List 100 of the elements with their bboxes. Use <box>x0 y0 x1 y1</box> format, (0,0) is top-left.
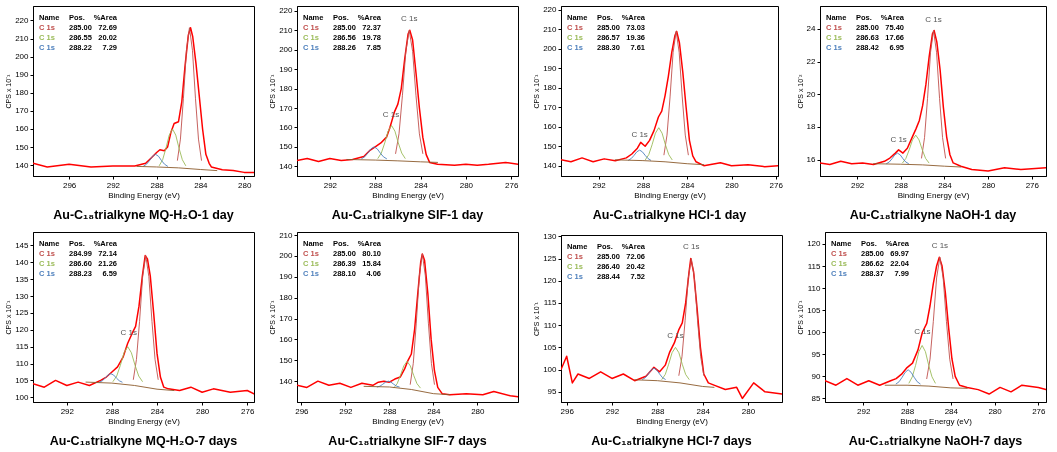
line-series <box>393 360 421 389</box>
line-series <box>409 253 435 385</box>
x-tick-label: 284 <box>696 406 711 416</box>
y-tick-label: 200 <box>15 52 30 62</box>
y-tick-label: 100 <box>15 392 30 402</box>
y-tick-label: 115 <box>543 298 558 308</box>
text: Au-C₁₈trialkyne NaOH-1 day <box>849 208 1017 222</box>
y-tick-label: 210 <box>279 230 294 240</box>
y-tick-label: 150 <box>543 141 558 151</box>
y-tick-label: 22 <box>806 57 817 67</box>
line-series <box>143 153 169 167</box>
y-tick-label: 160 <box>15 124 30 134</box>
y-tick-label: 145 <box>15 240 30 250</box>
y-tick-label: 190 <box>279 64 294 74</box>
annotation: C 1s <box>925 15 942 25</box>
y-tick-label: 115 <box>15 342 30 352</box>
x-tick-label: 280 <box>741 406 756 416</box>
line-series <box>642 367 666 380</box>
x-tick-label: 292 <box>106 180 121 190</box>
y-tick-label: 140 <box>279 376 294 386</box>
y-tick-label: 220 <box>543 5 558 15</box>
y-tick-label: 150 <box>279 355 294 365</box>
x-tick-label: 296 <box>295 406 310 416</box>
line-series <box>176 27 202 161</box>
annotation: C 1s <box>631 130 648 140</box>
text: Au-C₁₈trialkyne SIF-7 days <box>328 434 487 448</box>
line-series <box>297 253 518 398</box>
annotation: C 1s <box>683 242 700 252</box>
x-tick-label: 288 <box>894 180 909 190</box>
annotation: C 1s <box>400 14 418 24</box>
y-tick-label: 200 <box>279 251 294 261</box>
text: Au-C₁₈trialkyne MQ-H₂O-7 days <box>49 434 238 448</box>
line-series <box>112 346 143 382</box>
y-tick-label: 220 <box>15 15 30 25</box>
y-tick-label: 100 <box>807 327 822 337</box>
line-series <box>158 128 187 166</box>
y-tick-label: 180 <box>279 84 294 94</box>
y-tick-label: 110 <box>15 359 30 369</box>
y-tick-label: 150 <box>279 142 294 152</box>
y-tick-label: 180 <box>15 88 30 98</box>
y-tick-label: 90 <box>811 371 822 381</box>
x-tick-label: 288 <box>900 406 915 416</box>
annotation: C 1s <box>890 134 907 144</box>
text: Au-C₁₈trialkyne SIF-1 day <box>331 208 484 222</box>
x-axis-title: Binding Energy (eV) <box>372 416 445 426</box>
x-tick-label: 280 <box>195 406 210 416</box>
x-tick-label: 296 <box>62 180 77 190</box>
line-series <box>661 346 690 380</box>
line-series <box>361 146 387 160</box>
x-tick-label: 280 <box>988 406 1003 416</box>
y-tick-label: 135 <box>15 274 30 284</box>
y-tick-label: 130 <box>543 231 558 241</box>
x-tick-label: 280 <box>237 180 252 190</box>
y-tick-label: 170 <box>15 106 30 116</box>
y-tick-label: 125 <box>543 254 558 264</box>
x-tick-label: 288 <box>651 406 666 416</box>
y-tick-label: 150 <box>15 142 30 152</box>
y-tick-label: 210 <box>15 34 30 44</box>
y-tick-label: 85 <box>811 393 822 403</box>
x-tick-label: 292 <box>592 180 607 190</box>
x-axis-title: Binding Energy (eV) <box>372 190 445 200</box>
x-axis-title: Binding Energy (eV) <box>900 416 973 426</box>
y-tick-label: 190 <box>15 70 30 80</box>
line-series <box>921 30 947 159</box>
x-axis-title: Binding Energy (eV) <box>108 416 181 426</box>
line-series <box>908 345 936 384</box>
y-tick-label: 120 <box>807 239 822 249</box>
y-tick-label: 160 <box>279 334 294 344</box>
x-tick-label: 280 <box>981 180 996 190</box>
y-tick-label: 95 <box>811 349 822 359</box>
y-tick-label: 110 <box>543 320 558 330</box>
x-axis-title: Binding Energy (eV) <box>897 190 970 200</box>
y-tick-label: 170 <box>279 103 294 113</box>
x-axis-title: Binding Energy (eV) <box>636 416 709 426</box>
y-tick-label: 190 <box>279 272 294 282</box>
x-tick-label: 288 <box>105 406 120 416</box>
line-series <box>820 29 1046 172</box>
y-tick-label: 180 <box>543 83 558 93</box>
y-tick-label: 170 <box>279 314 294 324</box>
y-tick-label: 16 <box>806 155 817 165</box>
line-series <box>33 254 254 395</box>
x-axis-title: Binding Energy (eV) <box>634 190 707 200</box>
x-tick-label: 284 <box>194 180 209 190</box>
y-tick-label: 210 <box>543 24 558 34</box>
x-tick-label: 292 <box>323 180 338 190</box>
y-tick-label: 20 <box>806 89 817 99</box>
text: Au-C₁₈trialkyne MQ-H₂O-1 day <box>53 208 234 222</box>
y-tick-label: 125 <box>15 308 30 318</box>
x-tick-label: 292 <box>60 406 75 416</box>
x-tick-label: 292 <box>339 406 354 416</box>
y-tick-label: 120 <box>15 325 30 335</box>
line-series <box>678 258 705 376</box>
x-tick-label: 292 <box>857 406 872 416</box>
x-tick-label: 288 <box>150 180 165 190</box>
annotation: C 1s <box>931 240 949 250</box>
y-tick-label: 140 <box>279 161 294 171</box>
y-tick-label: 105 <box>15 375 30 385</box>
y-tick-label: 200 <box>279 45 294 55</box>
line-series <box>363 385 451 396</box>
line-series <box>99 373 123 383</box>
